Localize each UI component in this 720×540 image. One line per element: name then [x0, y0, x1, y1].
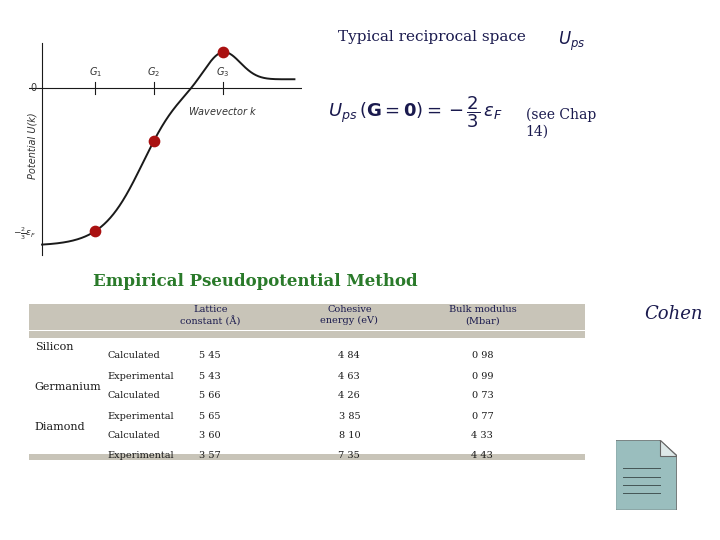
Text: $G_3$: $G_3$: [216, 65, 230, 79]
Text: 5 65: 5 65: [199, 411, 221, 421]
Text: Lattice
constant (Å): Lattice constant (Å): [180, 305, 240, 327]
Text: 0 99: 0 99: [472, 372, 493, 381]
Text: Wavevector $k$: Wavevector $k$: [188, 105, 258, 117]
Point: [89, 227, 101, 235]
Polygon shape: [660, 440, 677, 456]
Text: 3 60: 3 60: [199, 431, 221, 440]
Text: Calculated: Calculated: [107, 431, 160, 440]
Text: Typical reciprocal space: Typical reciprocal space: [338, 30, 531, 44]
Text: 4 63: 4 63: [338, 372, 360, 381]
Text: 7 35: 7 35: [338, 451, 360, 460]
Text: $-\frac{2}{3}\varepsilon_F$: $-\frac{2}{3}\varepsilon_F$: [14, 225, 37, 242]
Text: Empirical Pseudopotential Method: Empirical Pseudopotential Method: [94, 273, 418, 289]
Text: 5 66: 5 66: [199, 391, 221, 400]
Text: 0 73: 0 73: [472, 391, 493, 400]
Text: Experimental: Experimental: [107, 451, 174, 460]
Text: 0 98: 0 98: [472, 352, 493, 360]
Text: 0 77: 0 77: [472, 411, 493, 421]
FancyBboxPatch shape: [29, 304, 585, 330]
Text: 4 33: 4 33: [472, 431, 493, 440]
Text: 0: 0: [31, 83, 37, 93]
Text: Cohesive
energy (eV): Cohesive energy (eV): [320, 305, 378, 325]
Text: 3 57: 3 57: [199, 451, 221, 460]
Point: [148, 137, 159, 146]
Text: $U_{ps}\,(\mathbf{G}=\mathbf{0})=-\dfrac{2}{3}\,\varepsilon_F$: $U_{ps}\,(\mathbf{G}=\mathbf{0})=-\dfrac…: [328, 94, 502, 130]
Text: 8 10: 8 10: [338, 431, 360, 440]
Point: [217, 48, 228, 57]
FancyBboxPatch shape: [29, 454, 585, 460]
Text: 5 43: 5 43: [199, 372, 221, 381]
Text: $G_1$: $G_1$: [89, 65, 102, 79]
Text: 4 43: 4 43: [472, 451, 493, 460]
Text: Silicon: Silicon: [35, 342, 73, 353]
Text: Experimental: Experimental: [107, 372, 174, 381]
Text: Calculated: Calculated: [107, 391, 160, 400]
Text: Cohen: Cohen: [644, 305, 703, 323]
Text: Experimental: Experimental: [107, 411, 174, 421]
Text: Germanium: Germanium: [35, 382, 102, 392]
Text: $G_2$: $G_2$: [147, 65, 160, 79]
Text: Calculated: Calculated: [107, 352, 160, 360]
Text: Bulk modulus
(Mbar): Bulk modulus (Mbar): [449, 305, 516, 325]
Polygon shape: [616, 440, 677, 510]
Text: Diamond: Diamond: [35, 422, 86, 432]
Text: 4 26: 4 26: [338, 391, 360, 400]
Text: (see Chap
14): (see Chap 14): [526, 108, 596, 139]
Text: Potential U(k): Potential U(k): [27, 112, 37, 179]
Text: 4 84: 4 84: [338, 352, 360, 360]
Text: 5 45: 5 45: [199, 352, 221, 360]
FancyBboxPatch shape: [29, 331, 585, 338]
Text: $U_{ps}$: $U_{ps}$: [558, 30, 585, 53]
Text: 3 85: 3 85: [338, 411, 360, 421]
